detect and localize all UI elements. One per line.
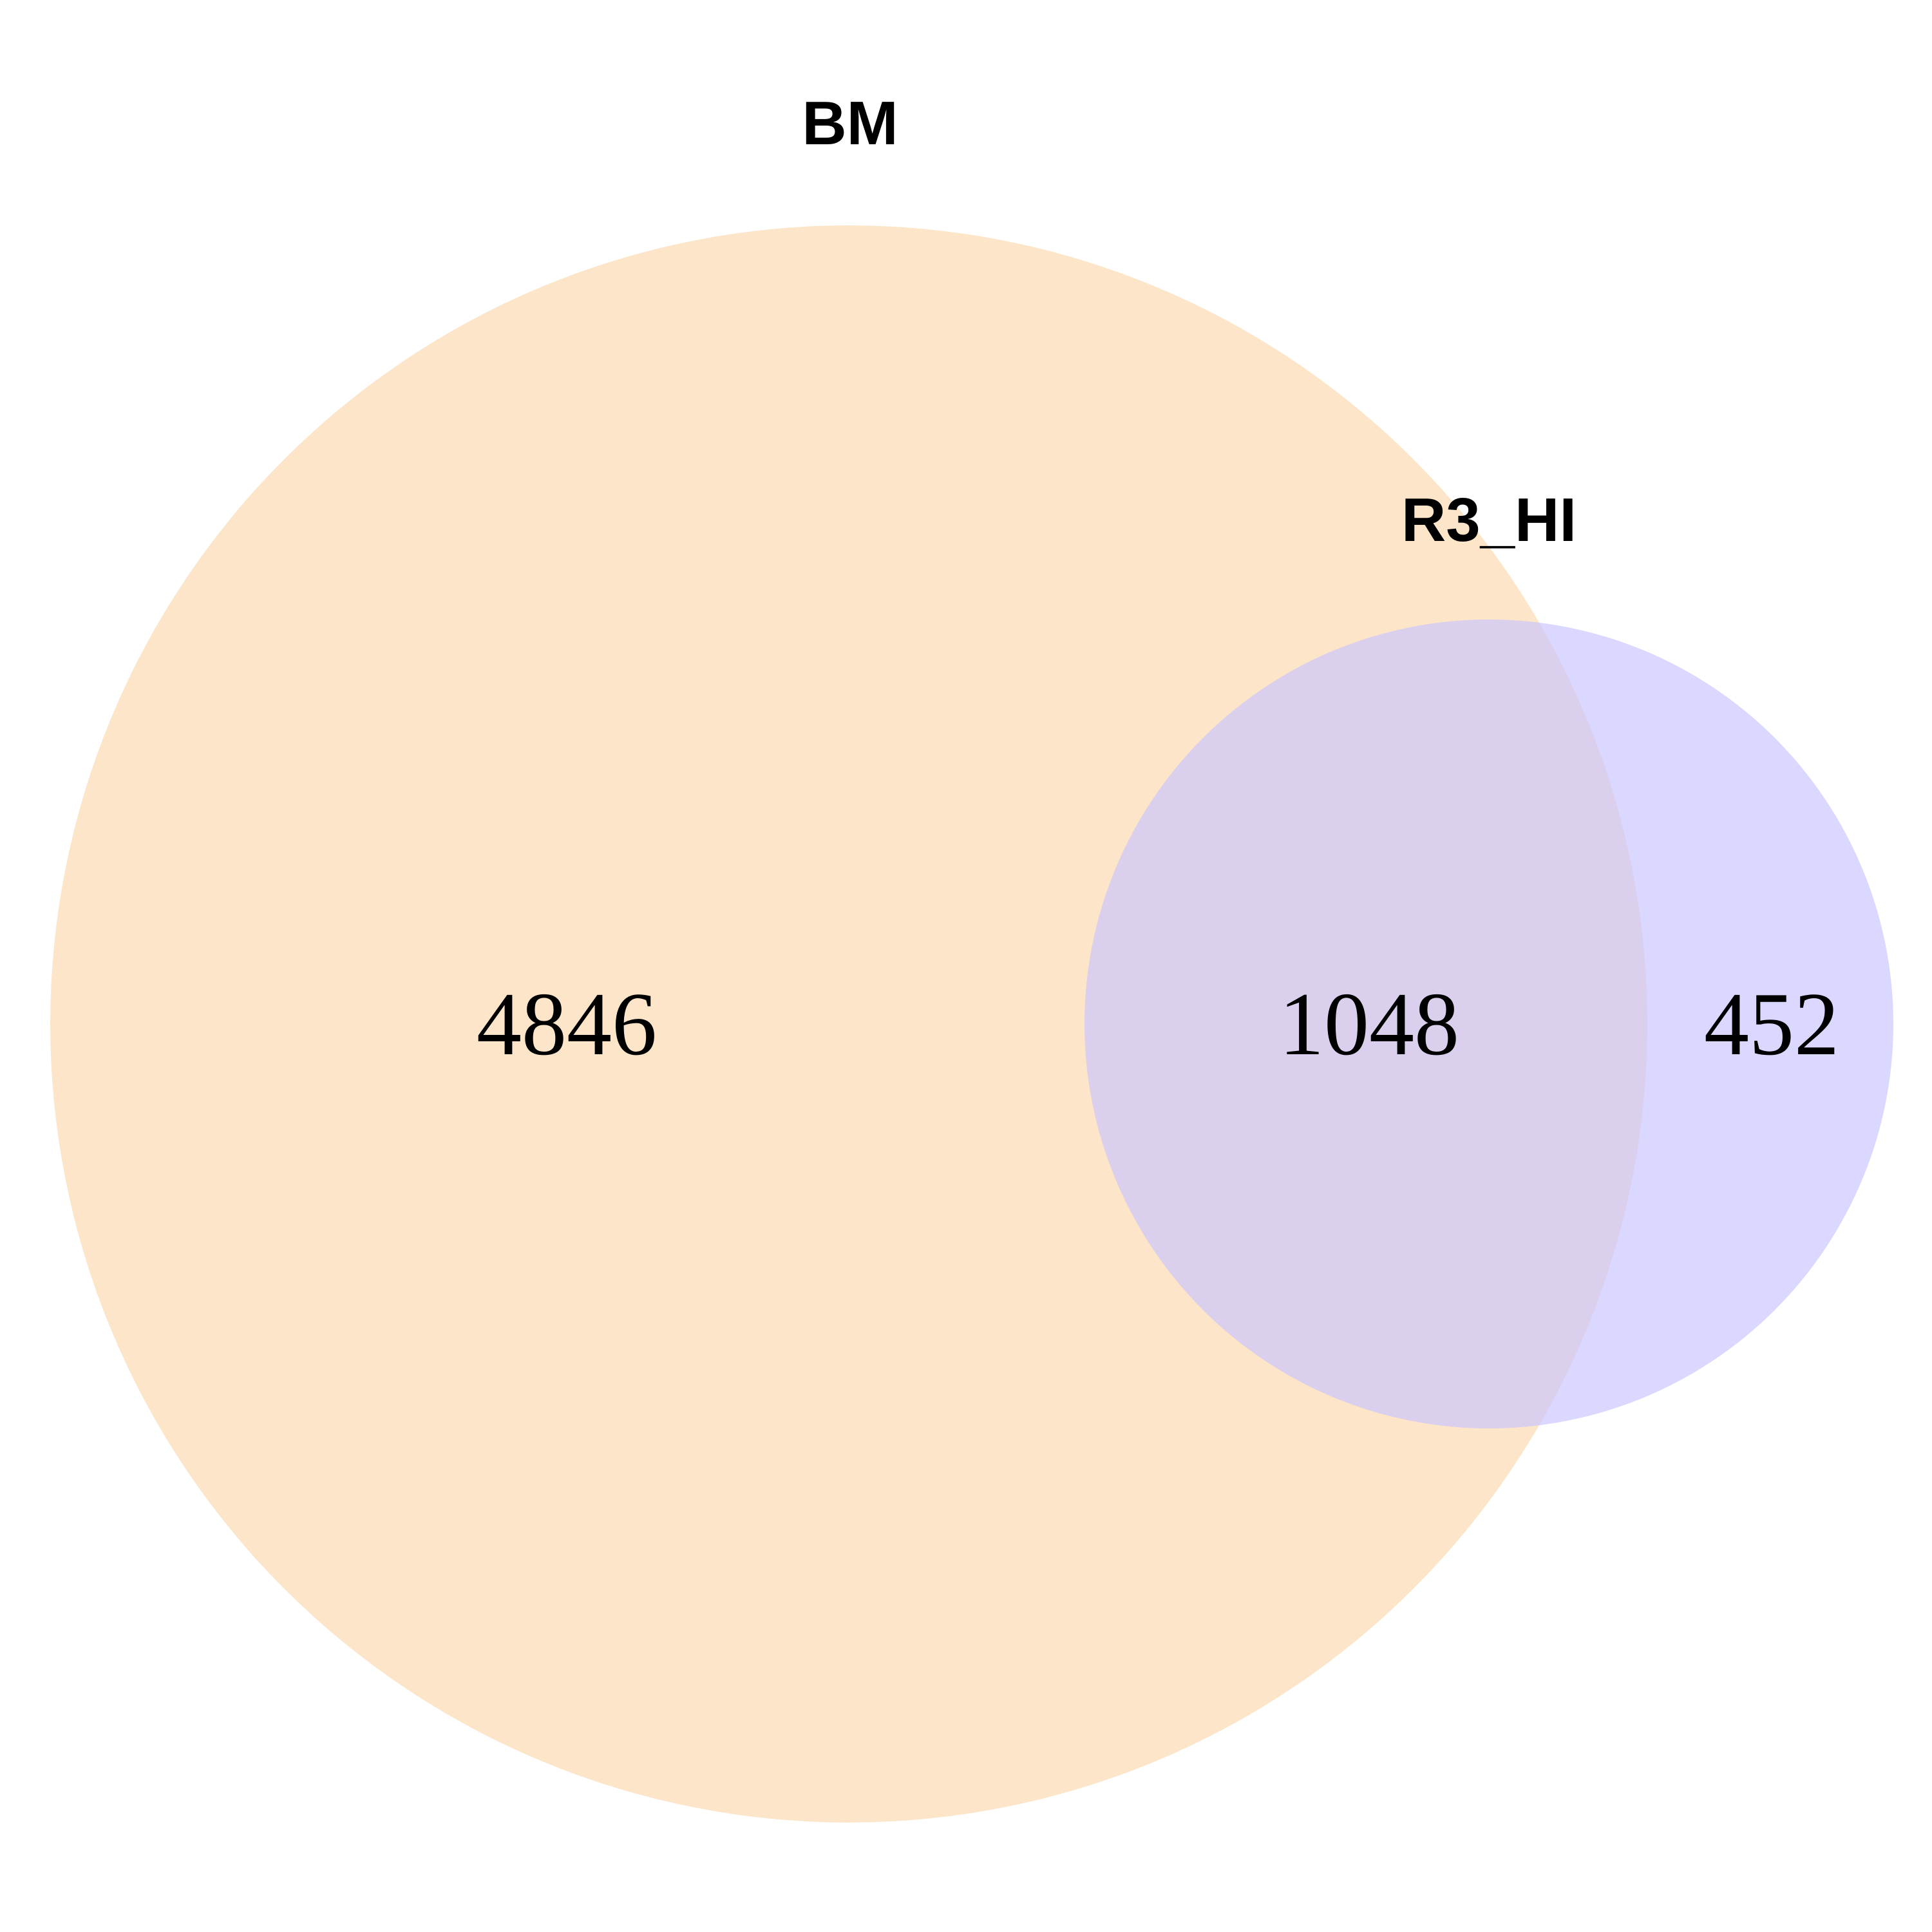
count-bm-only: 4846: [477, 974, 657, 1074]
count-r3-hi-only: 452: [1704, 974, 1839, 1074]
set-label-r3-hi: R3_HI: [1401, 486, 1577, 554]
set-circle-r3-hi: [1084, 620, 1893, 1428]
count-intersection: 1048: [1279, 974, 1459, 1074]
set-circle-bm: [50, 225, 1647, 1823]
set-label-bm: BM: [802, 89, 898, 158]
